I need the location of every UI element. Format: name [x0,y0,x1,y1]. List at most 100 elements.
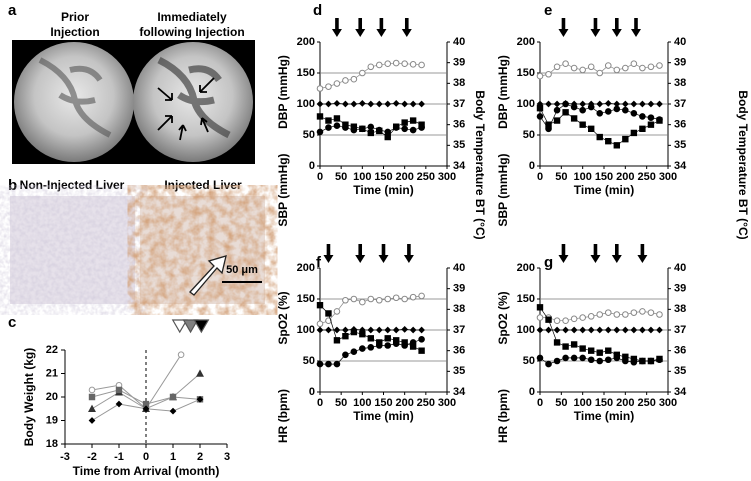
data-point [553,326,561,334]
x-tick-label: 2 [197,451,203,463]
data-point [536,113,544,120]
dose-arrow [590,244,601,263]
data-point [622,106,629,114]
y2-tick-label: 38 [674,77,686,89]
data-point [630,326,638,334]
data-point [359,298,366,306]
vessel [38,57,112,138]
dose-arrow [355,18,366,37]
data-point [316,128,324,136]
y2-tick-label: 37 [674,98,686,110]
dose-arrow [631,18,641,37]
data-point [579,121,586,128]
dose-arrow [611,18,622,37]
data-point [570,326,578,334]
x-tick-label: 0 [537,397,543,409]
caption: following Injection [139,25,244,39]
y-axis-title: SpO2 (%) [276,291,290,344]
y-tick-label: 0 [309,386,315,398]
data-point [409,100,417,108]
y2-tick-label: 36 [674,345,686,357]
x-tick-label: 50 [335,397,347,409]
data-point [409,117,417,124]
data-point [115,400,123,408]
data-point [622,135,629,143]
x-tick-label: 250 [417,397,435,409]
y-axis-title: HR (bpm) [496,389,510,443]
y-tick-label: 100 [517,98,535,110]
data-point [579,106,586,114]
x-tick-label: 0 [317,397,323,409]
data-point [545,100,552,108]
data-point [350,123,358,130]
x-tick-label: 150 [374,397,392,409]
data-point [418,336,425,343]
y-axis-title: DBP (mmHg) [276,55,290,129]
x-tick-label: 0 [143,451,149,463]
histology-texture [10,196,135,304]
data-point [587,326,595,334]
data-point [367,100,375,108]
data-point [142,400,150,408]
data-point [196,395,204,403]
caption: Immediately [157,10,227,24]
dose-arrow [403,244,414,263]
x-axis-title: Time (min) [353,409,413,423]
data-point [579,354,586,362]
y2-tick-label: 38 [453,303,465,315]
y2-tick-label: 34 [674,160,687,172]
data-point [359,125,366,132]
y2-tick-label: 40 [674,262,686,274]
x-axis-title: Time (min) [574,183,634,197]
data-point [656,117,663,124]
data-point [367,335,374,342]
data-point [536,314,544,321]
x-tick-label: 200 [395,171,413,183]
data-point [375,326,383,334]
data-point [418,61,425,69]
data-point [604,108,612,115]
y2-tick-label: 34 [674,386,687,398]
y-tick-label: 200 [517,262,535,274]
y2-tick-label: 34 [453,386,466,398]
y-tick-label: 50 [523,355,535,367]
data-point [562,343,569,350]
data-point [639,308,646,315]
data-point [342,296,349,304]
y-tick-label: 200 [297,36,315,48]
data-point [570,115,578,122]
data-point [401,339,408,346]
data-point [553,100,561,108]
y-tick-label: 100 [517,324,535,336]
y-tick-label: 0 [529,386,535,398]
scale-bar-label: 50 μm [226,264,258,276]
x-tick-label: 300 [438,397,456,409]
caption: Non-Injected Liver [20,178,125,192]
data-point [630,129,638,137]
y-tick-label: 150 [297,67,315,79]
data-point [647,100,655,108]
data-point [325,124,332,131]
data-point [367,326,375,334]
data-point [596,110,604,117]
data-point [596,357,604,365]
data-point [384,133,391,141]
data-point [562,109,569,116]
data-point [316,85,324,92]
data-point [384,295,392,303]
data-point [579,100,587,108]
data-point [621,100,629,108]
data-point [367,123,375,131]
data-point [384,128,392,136]
x-tick-label: 200 [395,397,413,409]
x-tick-label: 100 [353,171,371,183]
panel-label: b [8,177,17,194]
data-point [613,100,621,108]
data-point [588,347,595,354]
data-point [401,125,408,133]
data-point [604,356,612,364]
data-point [562,354,569,362]
x-tick-label: 3 [224,451,230,463]
data-point [169,407,177,415]
